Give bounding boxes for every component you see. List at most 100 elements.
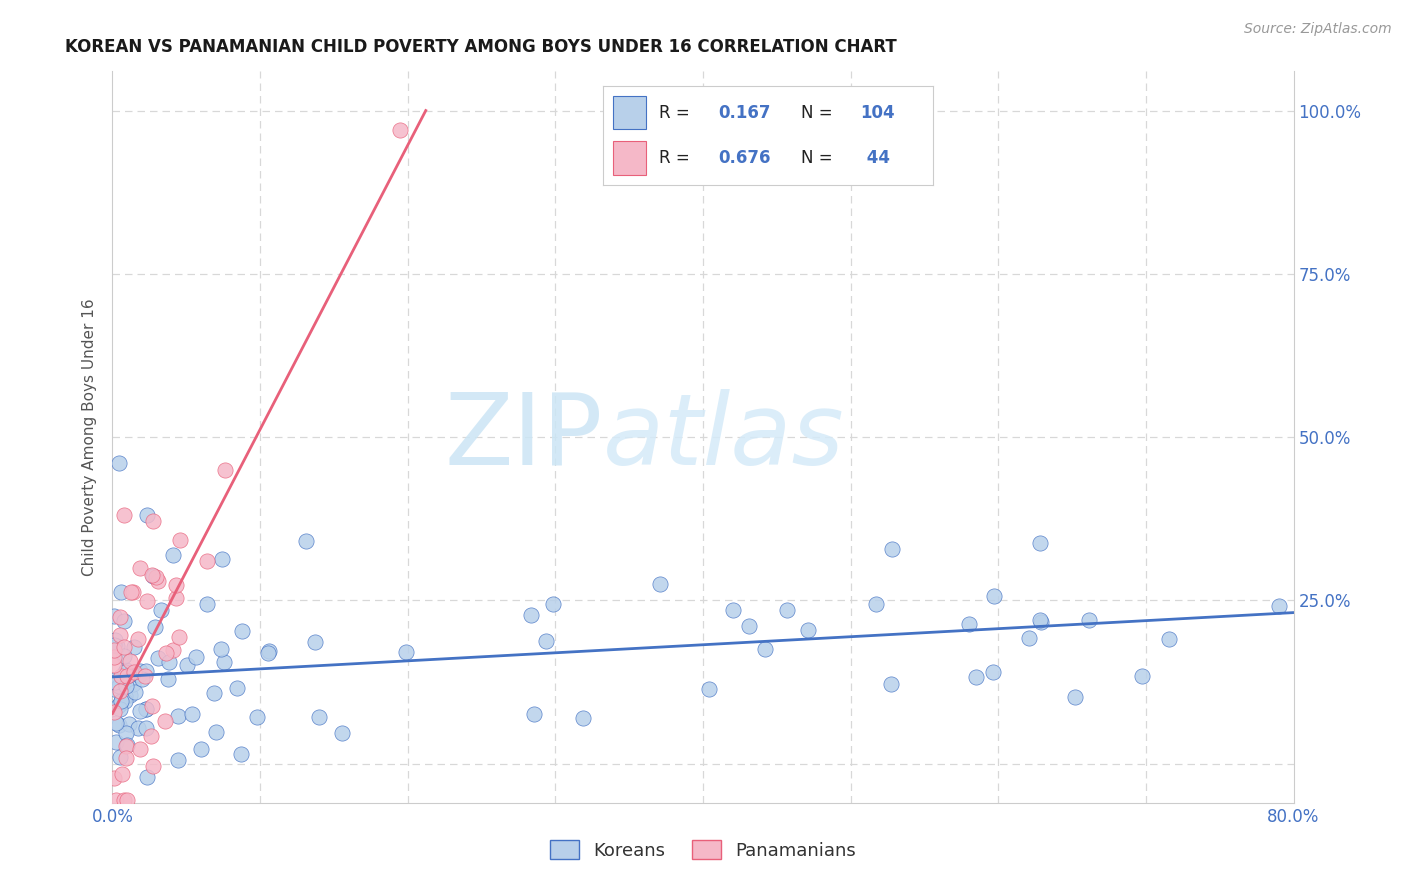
Point — [120, 666, 142, 681]
Point — [103, 673, 125, 688]
Point — [127, 632, 149, 647]
Point — [882, 542, 904, 557]
Point — [146, 574, 169, 589]
Point — [145, 570, 167, 584]
Point — [110, 693, 132, 707]
Point — [169, 533, 191, 547]
Point — [697, 682, 720, 697]
Point — [1063, 690, 1085, 704]
Point — [135, 722, 157, 736]
Point — [120, 654, 142, 668]
Point — [142, 568, 165, 582]
Point — [108, 749, 131, 764]
Point — [104, 633, 127, 648]
Point — [103, 650, 125, 665]
Point — [129, 664, 152, 678]
Point — [122, 640, 145, 655]
Point — [143, 620, 166, 634]
Point — [122, 677, 145, 691]
Point — [114, 665, 136, 679]
Point — [165, 578, 187, 592]
Point — [155, 646, 177, 660]
Point — [117, 792, 139, 806]
Point — [115, 739, 138, 753]
Point — [294, 534, 316, 549]
Point — [141, 568, 163, 582]
Point — [176, 658, 198, 673]
Point — [115, 663, 138, 677]
Point — [1157, 632, 1180, 646]
Point — [103, 638, 125, 652]
Point — [128, 705, 150, 719]
Point — [129, 742, 152, 756]
Point — [195, 597, 218, 611]
Point — [880, 677, 903, 691]
Point — [330, 726, 353, 740]
Point — [211, 551, 233, 566]
Point — [957, 616, 980, 631]
Point — [115, 679, 138, 693]
Point — [110, 668, 132, 682]
Point — [115, 750, 138, 764]
Point — [389, 123, 412, 137]
Point — [112, 640, 135, 655]
Text: KOREAN VS PANAMANIAN CHILD POVERTY AMONG BOYS UNDER 16 CORRELATION CHART: KOREAN VS PANAMANIAN CHILD POVERTY AMONG… — [65, 38, 897, 56]
Point — [1018, 632, 1040, 646]
Point — [135, 702, 157, 716]
Point — [308, 710, 330, 724]
Point — [246, 710, 269, 724]
Point — [738, 619, 761, 633]
Point — [141, 699, 163, 714]
Point — [117, 669, 139, 683]
Point — [115, 726, 138, 740]
Point — [118, 688, 141, 702]
Point — [103, 643, 125, 657]
Point — [155, 714, 177, 728]
Point — [122, 665, 145, 679]
Point — [983, 589, 1005, 603]
Point — [519, 607, 541, 622]
Point — [108, 702, 131, 716]
Point — [110, 585, 132, 599]
Point — [107, 698, 129, 713]
Point — [162, 643, 184, 657]
Point — [103, 609, 125, 624]
Point — [110, 609, 132, 624]
Point — [167, 709, 190, 723]
Point — [142, 759, 165, 773]
Point — [165, 591, 187, 605]
Point — [131, 672, 153, 686]
Point — [181, 707, 204, 722]
Point — [108, 697, 131, 711]
Point — [115, 738, 138, 752]
Point — [205, 724, 228, 739]
Point — [231, 624, 253, 638]
Point — [104, 716, 127, 731]
Point — [118, 716, 141, 731]
Point — [110, 694, 132, 708]
Point — [541, 597, 564, 611]
Point — [128, 668, 150, 682]
Point — [104, 675, 127, 690]
Point — [190, 742, 212, 756]
Text: atlas: atlas — [603, 389, 844, 485]
Point — [797, 623, 820, 637]
Point — [1031, 615, 1053, 629]
Point — [195, 554, 218, 568]
Point — [536, 634, 558, 648]
Point — [135, 664, 157, 678]
Point — [136, 508, 159, 523]
Point — [114, 689, 136, 703]
Text: Source: ZipAtlas.com: Source: ZipAtlas.com — [1244, 22, 1392, 37]
Point — [150, 603, 173, 617]
Point — [112, 614, 135, 628]
Point — [108, 628, 131, 642]
Point — [1078, 613, 1101, 627]
Point — [214, 463, 236, 477]
Point — [112, 792, 135, 806]
Point — [135, 702, 157, 716]
Point — [257, 644, 280, 658]
Point — [118, 668, 141, 682]
Point — [157, 656, 180, 670]
Text: ZIP: ZIP — [444, 389, 603, 485]
